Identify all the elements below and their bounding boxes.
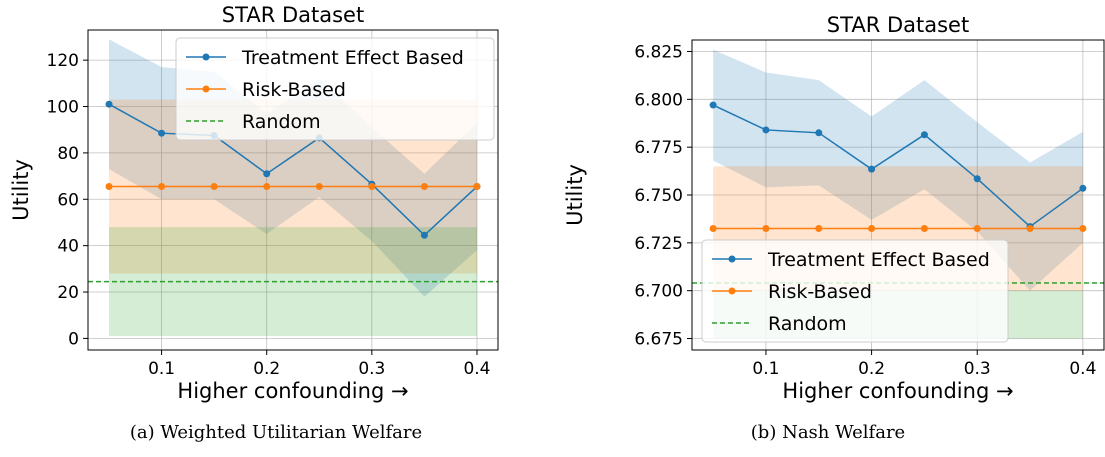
y-tick-label: 0 bbox=[68, 329, 79, 349]
legend-label: Random bbox=[242, 111, 321, 133]
data-point bbox=[421, 183, 428, 190]
legend: Treatment Effect Based Risk-Based Random bbox=[176, 38, 494, 140]
legend-label: Risk-Based bbox=[242, 79, 346, 101]
data-point bbox=[473, 183, 480, 190]
legend-marker-1 bbox=[729, 288, 736, 295]
data-point bbox=[421, 232, 428, 239]
y-tick-label: 120 bbox=[47, 51, 79, 71]
y-tick-label: 40 bbox=[57, 237, 79, 257]
y-tick-label: 6.800 bbox=[634, 90, 683, 110]
x-axis-label: Higher confounding → bbox=[177, 379, 408, 403]
legend-marker-1 bbox=[203, 86, 210, 93]
legend-label: Treatment Effect Based bbox=[241, 47, 464, 69]
data-point bbox=[710, 225, 717, 232]
data-point bbox=[974, 175, 981, 182]
data-point bbox=[921, 131, 928, 138]
x-tick-label: 0.4 bbox=[1069, 359, 1096, 379]
y-tick-label: 6.675 bbox=[634, 330, 683, 350]
legend-label: Random bbox=[768, 313, 847, 335]
x-tick-label: 0.2 bbox=[253, 359, 280, 379]
chart-a: 0.1 0.2 0.3 0.4 0 20 40 60 80 100 120 STAR Dataset H… bbox=[0, 0, 552, 415]
y-tick-label: 100 bbox=[47, 98, 79, 118]
data-point bbox=[106, 183, 113, 190]
data-point bbox=[263, 183, 270, 190]
y-tick-label: 20 bbox=[57, 283, 79, 303]
x-tick-label: 0.2 bbox=[858, 359, 885, 379]
chart-panel-a: 0.1 0.2 0.3 0.4 0 20 40 60 80 100 120 STAR Dataset H… bbox=[0, 0, 552, 457]
x-tick-label: 0.1 bbox=[752, 359, 779, 379]
data-point bbox=[1079, 225, 1086, 232]
data-point bbox=[158, 183, 165, 190]
x-tick-label: 0.3 bbox=[964, 359, 991, 379]
data-point bbox=[1079, 185, 1086, 192]
y-tick-label: 6.700 bbox=[634, 282, 683, 302]
data-point bbox=[762, 126, 769, 133]
data-point bbox=[921, 225, 928, 232]
legend-label: Treatment Effect Based bbox=[767, 249, 990, 271]
y-axis-label: Utility bbox=[563, 164, 587, 226]
chart-b: 0.1 0.2 0.3 0.4 6.675 6.700 6.725 6.750 6.775 6.8… bbox=[552, 0, 1104, 415]
legend-marker-0 bbox=[729, 256, 736, 263]
caption-b: (b) Nash Welfare bbox=[552, 422, 1104, 443]
data-point bbox=[1027, 225, 1034, 232]
data-point bbox=[815, 129, 822, 136]
y-tick-label: 6.725 bbox=[634, 234, 683, 254]
x-axis-label: Higher confounding → bbox=[782, 379, 1013, 403]
legend-label: Risk-Based bbox=[768, 281, 872, 303]
data-point bbox=[868, 166, 875, 173]
x-tick-label: 0.1 bbox=[148, 359, 175, 379]
data-point bbox=[316, 183, 323, 190]
data-point bbox=[974, 225, 981, 232]
y-tick-label: 6.825 bbox=[634, 42, 683, 62]
y-tick-label: 60 bbox=[57, 190, 79, 210]
data-point bbox=[263, 170, 270, 177]
y-tick-label: 6.775 bbox=[634, 138, 683, 158]
chart-panel-b: 0.1 0.2 0.3 0.4 6.675 6.700 6.725 6.750 6.775 6.8… bbox=[552, 0, 1104, 457]
data-point bbox=[106, 101, 113, 108]
y-tick-label: 80 bbox=[57, 144, 79, 164]
data-point bbox=[868, 225, 875, 232]
y-tick-label: 6.750 bbox=[634, 186, 683, 206]
caption-a: (a) Weighted Utilitarian Welfare bbox=[0, 422, 552, 443]
x-tick-label: 0.4 bbox=[463, 359, 490, 379]
data-point bbox=[815, 225, 822, 232]
chart-title: STAR Dataset bbox=[222, 3, 364, 27]
data-point bbox=[368, 183, 375, 190]
data-point bbox=[710, 102, 717, 109]
legend: Treatment Effect Based Risk-Based Random bbox=[702, 240, 1008, 342]
data-point bbox=[158, 130, 165, 137]
data-point bbox=[762, 225, 769, 232]
legend-marker-0 bbox=[203, 54, 210, 61]
chart-title: STAR Dataset bbox=[827, 13, 969, 37]
x-tick-label: 0.3 bbox=[358, 359, 385, 379]
data-point bbox=[211, 183, 218, 190]
y-axis-label: Utility bbox=[9, 159, 33, 221]
